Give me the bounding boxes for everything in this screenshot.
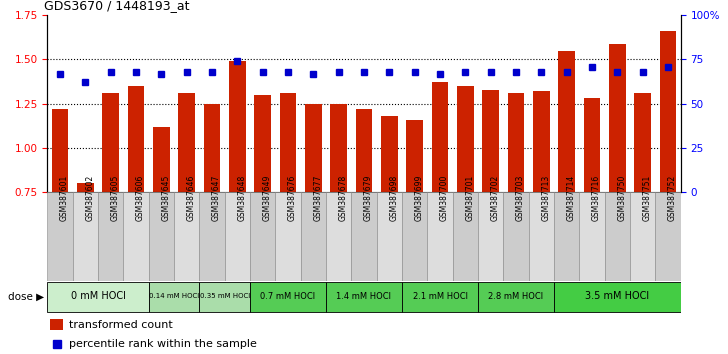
Text: GSM387606: GSM387606 <box>136 174 145 221</box>
Text: 0.35 mM HOCl: 0.35 mM HOCl <box>199 293 250 299</box>
Bar <box>507 93 524 192</box>
Bar <box>326 192 352 281</box>
Bar <box>153 127 170 192</box>
Bar <box>503 192 529 281</box>
Bar <box>478 192 503 281</box>
Bar <box>478 282 554 312</box>
Text: GSM387714: GSM387714 <box>566 175 576 221</box>
Bar <box>529 192 554 281</box>
Bar <box>275 192 301 281</box>
Bar <box>204 104 221 192</box>
Bar <box>250 192 275 281</box>
Text: GSM387702: GSM387702 <box>491 175 499 221</box>
Text: GSM387647: GSM387647 <box>212 174 221 221</box>
Bar <box>660 31 676 192</box>
Bar <box>352 192 376 281</box>
Bar <box>178 93 195 192</box>
Bar <box>605 192 630 281</box>
Bar <box>123 192 149 281</box>
Text: GSM387645: GSM387645 <box>162 174 170 221</box>
Text: GSM387752: GSM387752 <box>668 175 677 221</box>
Bar <box>584 98 601 192</box>
Text: 0.14 mM HOCl: 0.14 mM HOCl <box>149 293 199 299</box>
Bar <box>149 192 174 281</box>
Bar <box>406 120 423 192</box>
Text: GSM387646: GSM387646 <box>186 174 196 221</box>
Bar <box>52 109 68 192</box>
Bar <box>457 86 474 192</box>
Bar <box>558 51 575 192</box>
Bar <box>47 192 73 281</box>
Bar <box>305 104 322 192</box>
Bar <box>554 282 681 312</box>
Text: GSM387678: GSM387678 <box>339 175 348 221</box>
Bar <box>250 282 326 312</box>
Bar <box>174 192 199 281</box>
Bar <box>73 192 98 281</box>
Bar <box>225 192 250 281</box>
Bar <box>47 282 149 312</box>
Text: GSM387677: GSM387677 <box>313 174 323 221</box>
Text: transformed count: transformed count <box>69 320 173 330</box>
Text: 0 mM HOCl: 0 mM HOCl <box>71 291 125 301</box>
Text: GSM387648: GSM387648 <box>237 175 246 221</box>
Text: GSM387701: GSM387701 <box>465 175 475 221</box>
Bar <box>381 116 397 192</box>
Text: 1.4 mM HOCl: 1.4 mM HOCl <box>336 292 392 301</box>
Text: GSM387700: GSM387700 <box>440 174 449 221</box>
Bar <box>280 93 296 192</box>
Text: GSM387676: GSM387676 <box>288 174 297 221</box>
Text: GDS3670 / 1448193_at: GDS3670 / 1448193_at <box>44 0 189 12</box>
Bar <box>427 192 453 281</box>
Bar <box>630 192 655 281</box>
Text: GSM387750: GSM387750 <box>617 174 626 221</box>
Bar <box>98 192 123 281</box>
Bar <box>634 93 651 192</box>
Bar <box>356 109 372 192</box>
Text: GSM387679: GSM387679 <box>364 174 373 221</box>
Text: GSM387649: GSM387649 <box>263 174 272 221</box>
Bar <box>402 192 427 281</box>
Bar <box>376 192 402 281</box>
Bar <box>199 192 225 281</box>
Text: percentile rank within the sample: percentile rank within the sample <box>69 339 258 349</box>
Text: 3.5 mM HOCl: 3.5 mM HOCl <box>585 291 649 301</box>
Bar <box>127 86 144 192</box>
Text: GSM387703: GSM387703 <box>516 174 525 221</box>
Text: 2.1 mM HOCl: 2.1 mM HOCl <box>413 292 467 301</box>
Bar <box>655 192 681 281</box>
Text: GSM387605: GSM387605 <box>111 174 119 221</box>
Text: dose ▶: dose ▶ <box>7 291 44 301</box>
Bar <box>453 192 478 281</box>
Text: GSM387602: GSM387602 <box>85 175 95 221</box>
Bar <box>229 61 245 192</box>
Bar <box>331 104 347 192</box>
Bar <box>77 183 94 192</box>
Bar <box>483 90 499 192</box>
Text: 2.8 mM HOCl: 2.8 mM HOCl <box>488 292 544 301</box>
Text: GSM387716: GSM387716 <box>592 175 601 221</box>
Bar <box>50 319 63 330</box>
Bar <box>402 282 478 312</box>
Bar <box>199 282 250 312</box>
Bar <box>533 91 550 192</box>
Bar <box>432 82 448 192</box>
Bar <box>326 282 402 312</box>
Text: GSM387698: GSM387698 <box>389 175 398 221</box>
Text: GSM387751: GSM387751 <box>643 175 652 221</box>
Text: GSM387699: GSM387699 <box>415 174 424 221</box>
Bar <box>609 44 625 192</box>
Bar <box>301 192 326 281</box>
Bar <box>554 192 579 281</box>
Text: 0.7 mM HOCl: 0.7 mM HOCl <box>261 292 315 301</box>
Text: GSM387713: GSM387713 <box>542 175 550 221</box>
Bar <box>579 192 605 281</box>
Bar <box>103 93 119 192</box>
Bar <box>254 95 271 192</box>
Text: GSM387601: GSM387601 <box>60 175 69 221</box>
Bar <box>149 282 199 312</box>
